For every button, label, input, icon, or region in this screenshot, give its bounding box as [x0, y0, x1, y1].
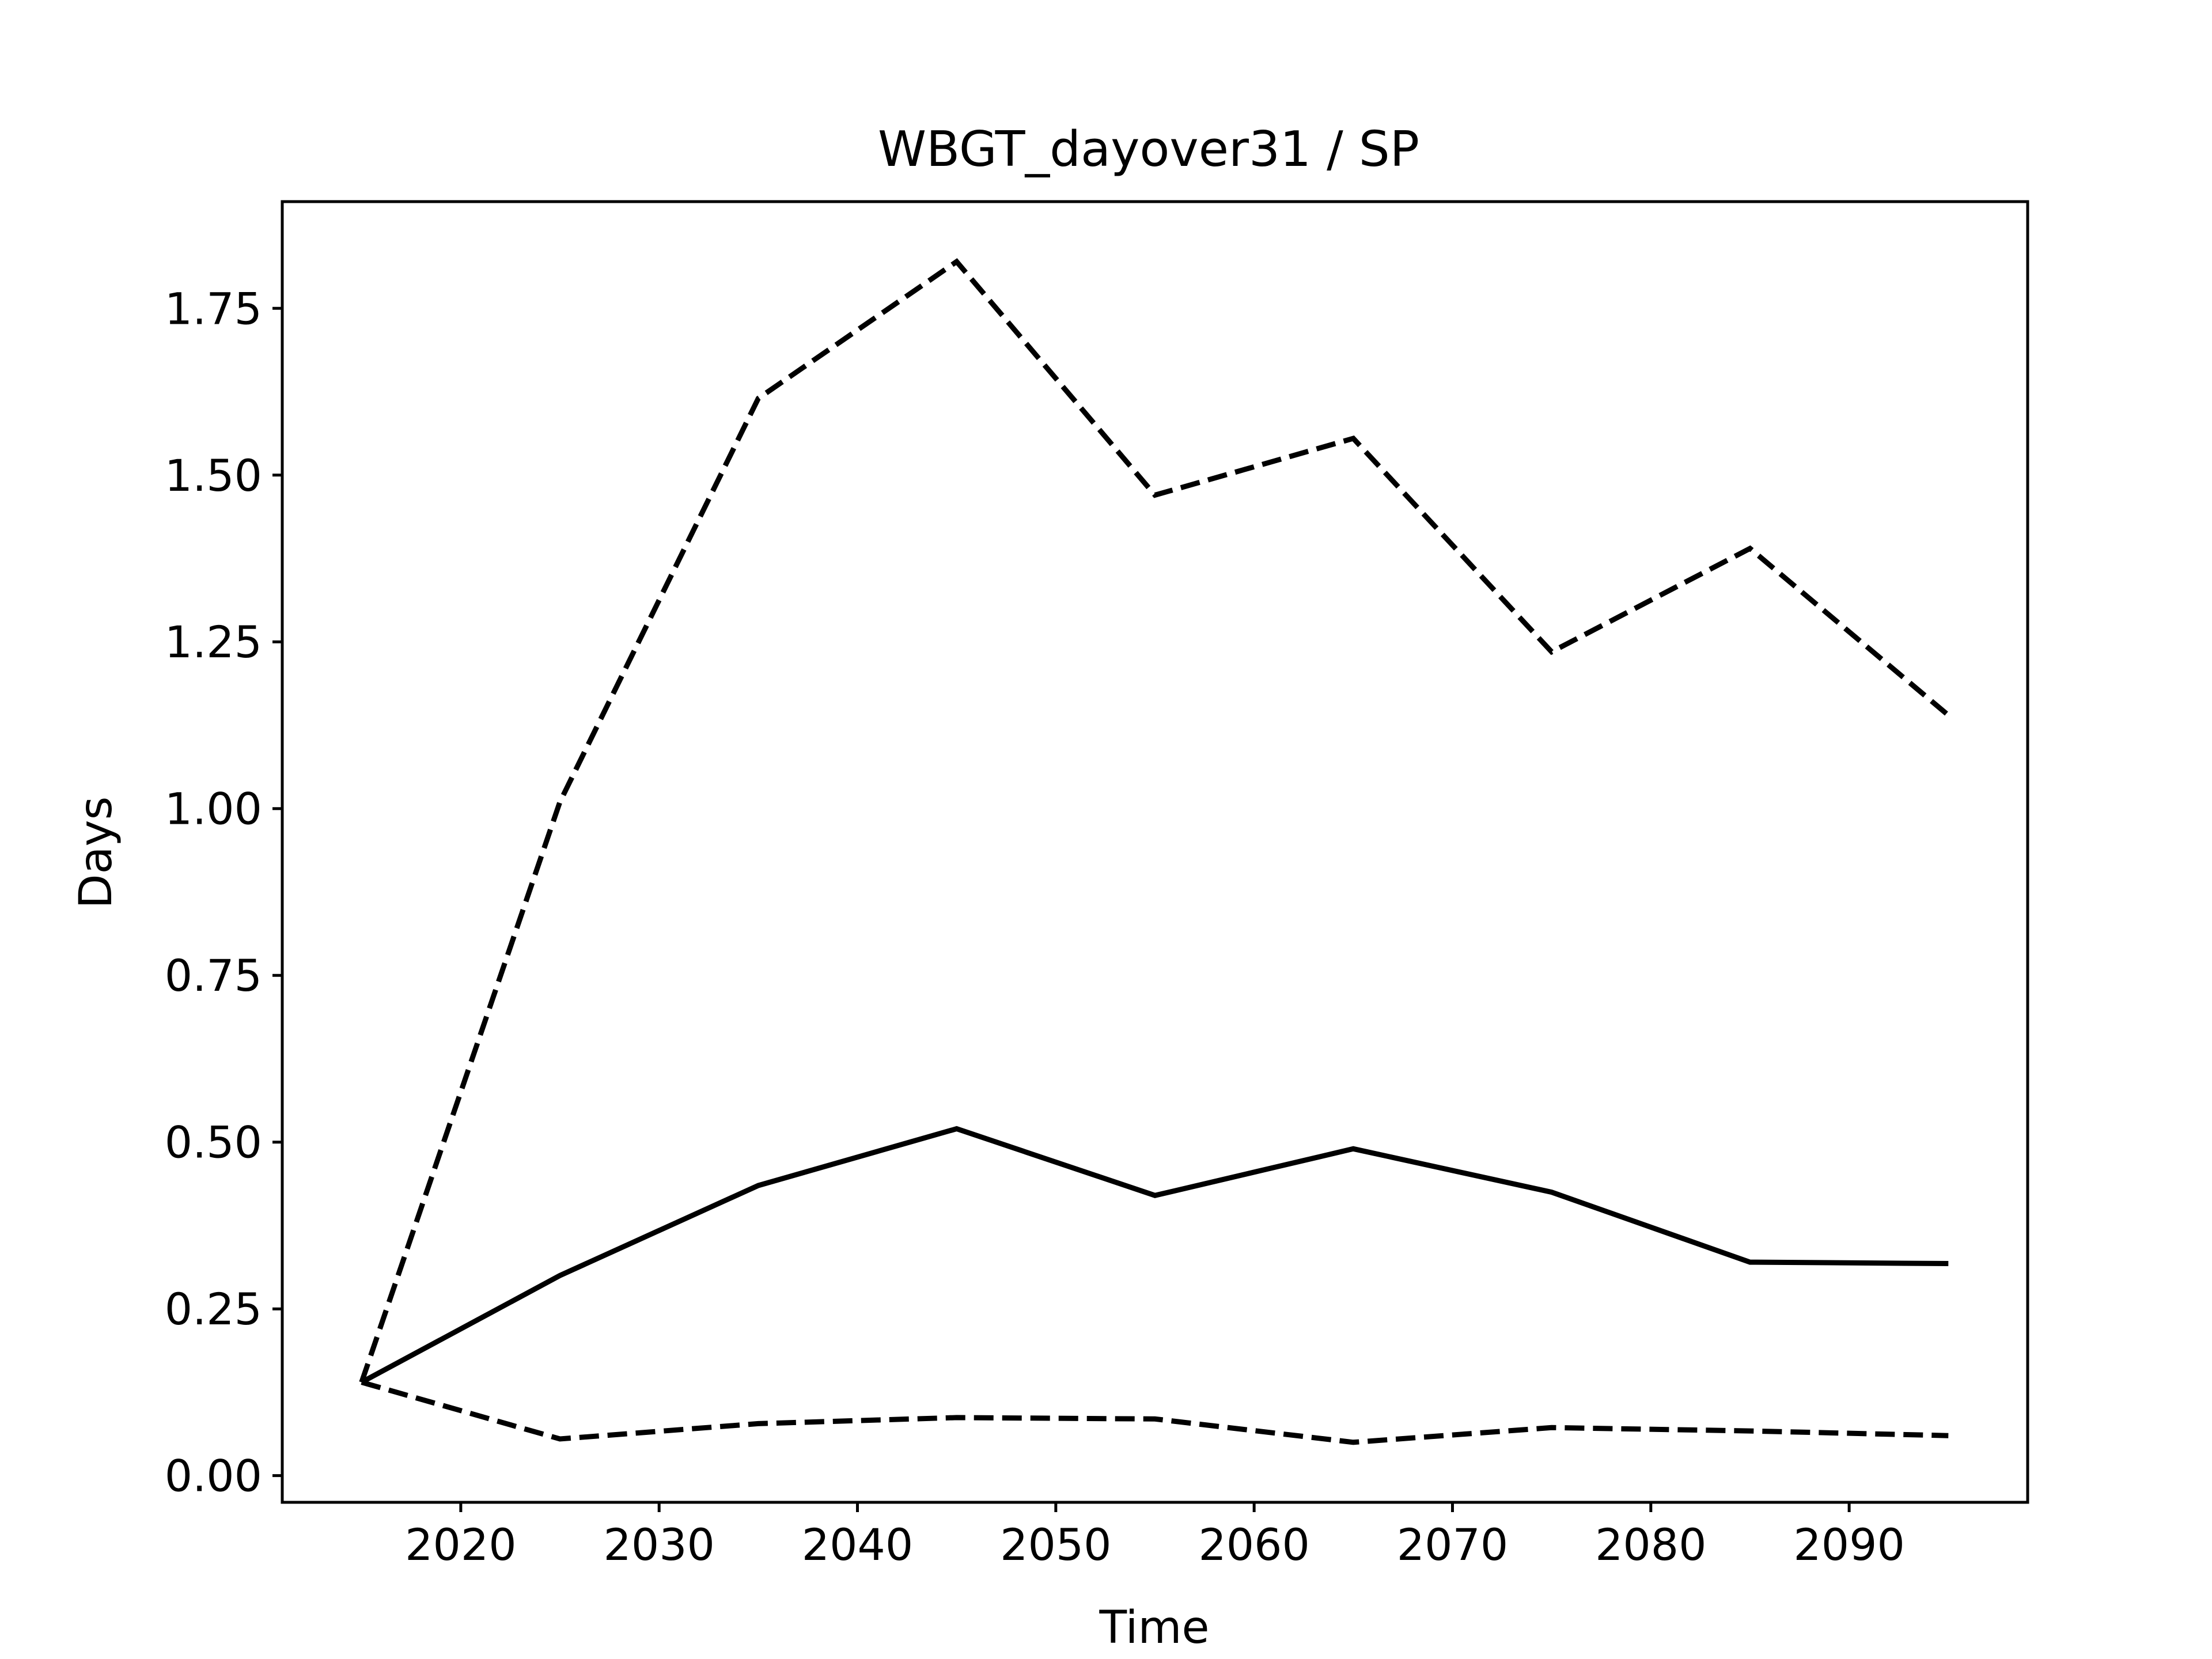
y-axis-label: Days — [70, 797, 122, 909]
y-tick-label: 0.50 — [165, 1117, 262, 1168]
y-tick-label: 1.00 — [165, 783, 262, 835]
y-tick-label: 0.75 — [165, 950, 262, 1001]
plot-area — [359, 258, 1950, 1445]
x-tick-label: 2040 — [802, 1519, 913, 1570]
y-tick-label: 0.00 — [165, 1450, 262, 1502]
x-tick-label: 2060 — [1198, 1519, 1309, 1570]
x-axis-label: Time — [1099, 1602, 1210, 1654]
x-tick-label: 2050 — [1000, 1519, 1111, 1570]
y-axis: 0.00 0.25 0.50 0.75 1.00 1.25 1.50 1.75 — [165, 283, 282, 1502]
series-line-1 — [360, 1126, 1949, 1385]
y-tick-label: 1.25 — [165, 616, 262, 668]
x-tick-label: 2070 — [1397, 1519, 1508, 1570]
plot-frame — [281, 200, 2029, 1504]
series-line-2 — [359, 258, 1950, 1384]
y-tick-label: 0.25 — [165, 1283, 262, 1335]
chart-title: WBGT_dayover31 / SP — [878, 121, 1419, 178]
y-tick-label: 1.50 — [165, 450, 262, 501]
x-tick-label: 2090 — [1793, 1519, 1904, 1570]
x-tick-label: 2080 — [1595, 1519, 1706, 1570]
x-tick-label: 2030 — [603, 1519, 714, 1570]
series-line-3 — [361, 1380, 1949, 1445]
y-tick-label: 1.75 — [165, 283, 262, 334]
x-axis: 2020 2030 2040 2050 2060 2070 2080 2090 — [405, 1502, 1905, 1570]
x-tick-label: 2020 — [405, 1519, 516, 1570]
